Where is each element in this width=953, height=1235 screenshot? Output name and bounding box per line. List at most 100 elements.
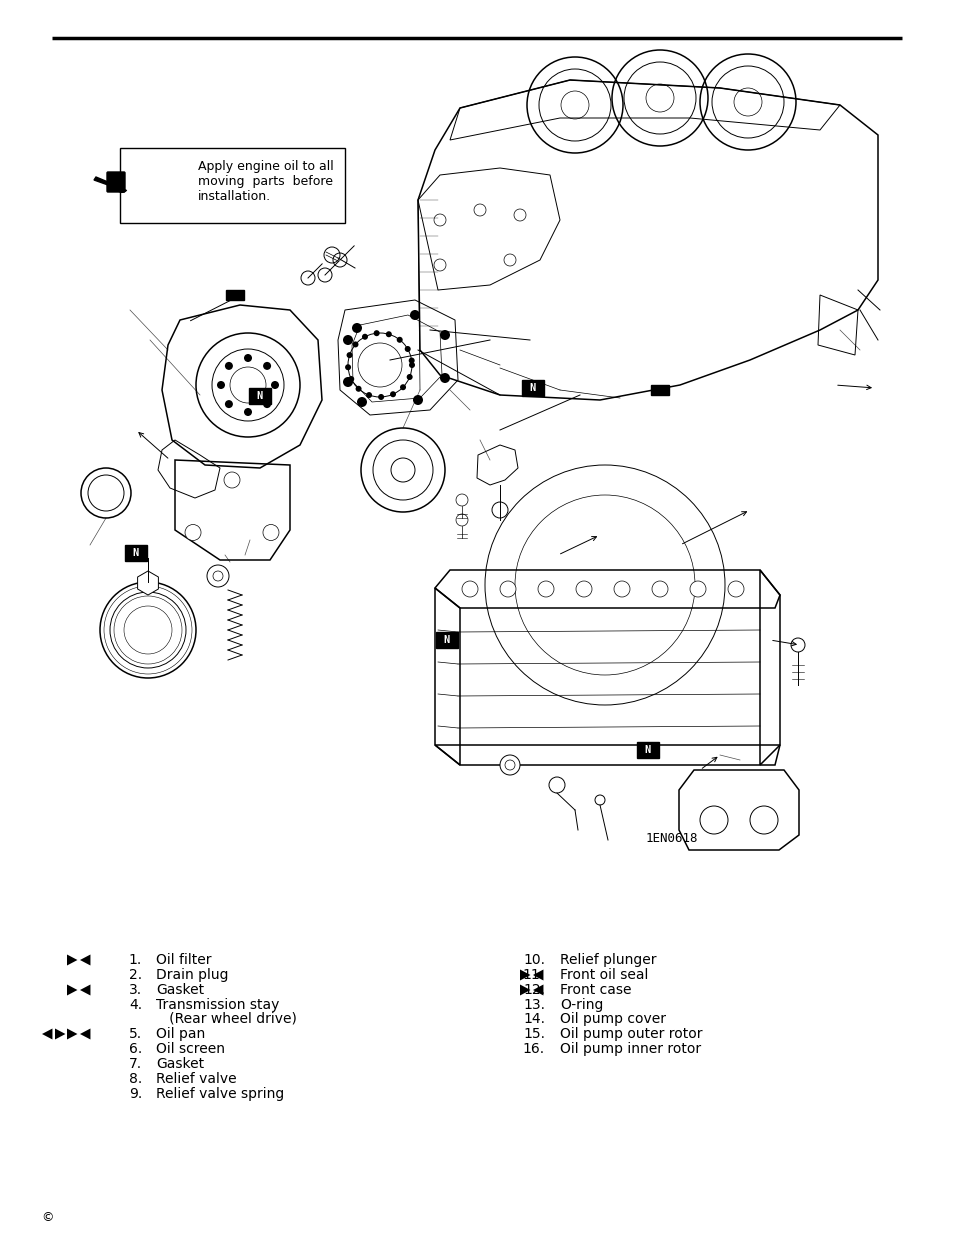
Polygon shape: [67, 1029, 77, 1040]
Circle shape: [271, 382, 278, 389]
Text: N: N: [644, 745, 651, 755]
Text: 9.: 9.: [129, 1087, 142, 1100]
Text: N: N: [256, 391, 263, 401]
Circle shape: [413, 395, 422, 405]
Circle shape: [474, 204, 485, 216]
Circle shape: [434, 259, 446, 270]
Text: Oil filter: Oil filter: [156, 953, 212, 967]
Polygon shape: [67, 955, 77, 966]
Text: ©: ©: [42, 1212, 54, 1224]
Circle shape: [503, 254, 516, 266]
Circle shape: [244, 408, 252, 416]
Circle shape: [355, 385, 361, 391]
Polygon shape: [80, 955, 91, 966]
Text: 5.: 5.: [129, 1028, 142, 1041]
Polygon shape: [67, 984, 77, 995]
Text: 13.: 13.: [522, 998, 544, 1011]
Circle shape: [537, 580, 554, 597]
Text: Oil screen: Oil screen: [156, 1042, 225, 1056]
Circle shape: [385, 331, 392, 337]
Text: 2.: 2.: [129, 968, 142, 982]
Circle shape: [374, 330, 379, 336]
Circle shape: [399, 384, 406, 390]
Circle shape: [614, 580, 629, 597]
Bar: [637, 742, 659, 758]
Circle shape: [352, 324, 361, 333]
Text: (Rear wheel drive): (Rear wheel drive): [156, 1011, 296, 1026]
Circle shape: [244, 354, 252, 362]
Circle shape: [356, 396, 367, 408]
Polygon shape: [55, 1029, 66, 1040]
Text: 3.: 3.: [129, 983, 142, 997]
Text: 15.: 15.: [522, 1028, 544, 1041]
Text: Relief valve: Relief valve: [156, 1072, 236, 1086]
Circle shape: [366, 391, 372, 398]
Circle shape: [576, 580, 592, 597]
Circle shape: [216, 382, 225, 389]
Text: O-ring: O-ring: [559, 998, 602, 1011]
Text: Drain plug: Drain plug: [156, 968, 229, 982]
Circle shape: [406, 374, 413, 380]
Text: Front oil seal: Front oil seal: [559, 968, 648, 982]
Circle shape: [514, 209, 525, 221]
Circle shape: [263, 400, 271, 408]
Circle shape: [499, 755, 519, 776]
Circle shape: [343, 335, 353, 345]
Text: 10.: 10.: [522, 953, 544, 967]
Bar: [521, 380, 543, 396]
Text: Oil pump outer rotor: Oil pump outer rotor: [559, 1028, 701, 1041]
Circle shape: [346, 352, 353, 358]
Polygon shape: [519, 969, 530, 981]
Bar: [120, 148, 345, 224]
Polygon shape: [533, 984, 543, 995]
Circle shape: [504, 760, 515, 769]
Text: Oil pan: Oil pan: [156, 1028, 205, 1041]
Polygon shape: [80, 984, 91, 995]
Circle shape: [404, 346, 411, 352]
Circle shape: [390, 391, 395, 398]
Circle shape: [377, 394, 384, 400]
Text: Apply engine oil to all
moving  parts  before
installation.: Apply engine oil to all moving parts bef…: [198, 161, 334, 203]
Circle shape: [595, 795, 604, 805]
Text: 4.: 4.: [129, 998, 142, 1011]
Circle shape: [391, 458, 415, 482]
Circle shape: [343, 377, 353, 387]
Circle shape: [361, 333, 368, 340]
Circle shape: [225, 362, 233, 370]
Circle shape: [499, 580, 516, 597]
Circle shape: [492, 501, 507, 517]
Circle shape: [727, 580, 743, 597]
Text: Oil pump inner rotor: Oil pump inner rotor: [559, 1042, 700, 1056]
Circle shape: [224, 472, 240, 488]
Circle shape: [689, 580, 705, 597]
Text: Oil pump cover: Oil pump cover: [559, 1011, 665, 1026]
Circle shape: [185, 525, 201, 541]
Circle shape: [651, 580, 667, 597]
Polygon shape: [94, 177, 108, 185]
Circle shape: [548, 777, 564, 793]
Circle shape: [461, 580, 477, 597]
Text: Front case: Front case: [559, 983, 631, 997]
Circle shape: [439, 330, 450, 340]
Circle shape: [439, 373, 450, 383]
Bar: [249, 388, 271, 404]
Bar: [125, 545, 147, 561]
Text: 1.: 1.: [129, 953, 142, 967]
Bar: [436, 632, 457, 648]
Text: 11.: 11.: [522, 968, 544, 982]
Text: Gasket: Gasket: [156, 983, 204, 997]
Circle shape: [408, 358, 415, 363]
Text: N: N: [132, 548, 139, 558]
Text: Relief plunger: Relief plunger: [559, 953, 656, 967]
Bar: [650, 385, 668, 395]
Text: 1EN0618: 1EN0618: [645, 831, 698, 845]
Text: Transmission stay: Transmission stay: [156, 998, 279, 1011]
Text: 8.: 8.: [129, 1072, 142, 1086]
Circle shape: [700, 806, 727, 834]
Circle shape: [790, 638, 804, 652]
Circle shape: [749, 806, 778, 834]
Circle shape: [434, 214, 446, 226]
Text: 6.: 6.: [129, 1042, 142, 1056]
Circle shape: [396, 337, 402, 343]
Circle shape: [410, 310, 419, 320]
